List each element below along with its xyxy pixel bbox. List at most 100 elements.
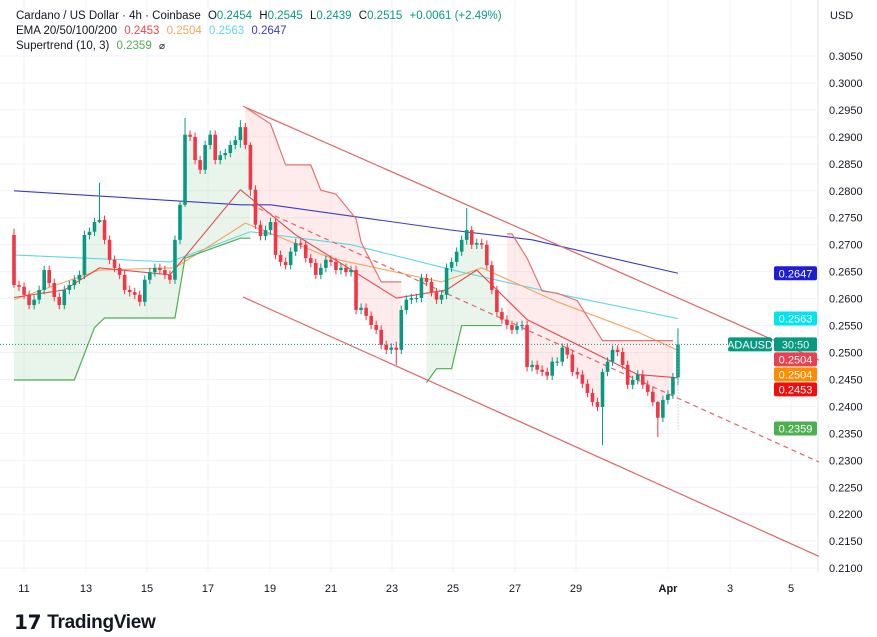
candle-down: [127, 289, 132, 293]
supertrend-up-line: [425, 324, 502, 384]
price-tick-label: 0.2250: [829, 482, 863, 494]
price-tick-label: 0.2800: [829, 186, 863, 198]
candle-up: [203, 144, 207, 170]
candle-up: [324, 259, 328, 268]
candle-down: [595, 402, 600, 407]
open-value: 0.2454: [216, 10, 253, 22]
ema-legend[interactable]: EMA 20/50/100/200 0.2453 0.2504 0.2563 0…: [16, 24, 502, 39]
price-tick-label: 0.2950: [829, 105, 863, 117]
price-tick-label: 0.2600: [829, 294, 863, 306]
time-tick-label: 3: [727, 583, 733, 595]
candle-up: [148, 272, 152, 280]
time-axis[interactable]: 11 13 15 17 19 21 23 25 27 29 Apr 3 5: [18, 583, 794, 595]
candle-up: [223, 153, 228, 156]
candle-down: [57, 296, 62, 306]
candle-down: [500, 312, 504, 320]
candle-down: [379, 329, 383, 345]
close-label: C: [358, 10, 368, 22]
candle-down: [479, 243, 484, 245]
candle-down: [490, 265, 494, 290]
symbol-title: Cardano / US Dollar · 4h · Coinbase: [16, 10, 201, 22]
candle-down: [575, 371, 580, 375]
candle-down: [615, 349, 620, 352]
chart-legend: Cardano / US Dollar · 4h · Coinbase O0.2…: [16, 9, 502, 54]
price-axis[interactable]: 0.3050 0.3000 0.2950 0.2900 0.2850 0.2800 0.27…: [829, 51, 863, 575]
channel-upper-line: [242, 105, 820, 361]
candle-up: [77, 274, 82, 280]
candle-up: [399, 309, 404, 350]
supertrend-down-line: [506, 233, 673, 342]
candle-up: [630, 379, 635, 385]
price-tick-label: 0.2550: [829, 321, 863, 333]
candle-down: [651, 391, 655, 403]
ema200-line: [13, 190, 679, 274]
candle-down: [193, 136, 197, 161]
candle-down: [137, 294, 142, 302]
candle-down: [122, 274, 127, 290]
candle-up: [173, 239, 177, 280]
symbol-legend[interactable]: Cardano / US Dollar · 4h · Coinbase O0.2…: [16, 9, 502, 24]
candle-up: [293, 243, 298, 252]
candle-up: [671, 377, 675, 395]
low-value: 0.2439: [316, 10, 352, 22]
time-tick-label: 29: [570, 583, 582, 595]
candle-down: [112, 259, 117, 268]
price-label-badge: [774, 266, 817, 281]
price-tick-label: 0.2350: [829, 428, 863, 440]
tradingview-logo-icon: 𝟭𝟳: [14, 612, 42, 634]
candle-down: [510, 325, 514, 330]
candle-down: [485, 244, 489, 266]
brand-name: TradingView: [47, 611, 156, 633]
supertrend-legend[interactable]: Supertrend (10, 3) 0.2359 ⌀: [16, 39, 502, 54]
price-labels: 0.2647 0.2563 30:50 ADAUSD 0.2504 0.2504 0.245…: [0, 266, 818, 436]
supertrend-value: 0.2359: [116, 40, 152, 52]
price-tick-label: 0.2450: [829, 374, 863, 386]
price-tick-label: 0.2900: [829, 132, 863, 144]
candle-up: [610, 349, 615, 362]
supertrend-up-line: [14, 237, 251, 381]
price-tick-label: 0.2750: [829, 213, 863, 225]
ema20-line: [13, 189, 679, 379]
time-tick-label: 15: [141, 583, 153, 595]
candle-down: [198, 160, 202, 170]
candle-up: [459, 239, 464, 252]
eye-off-icon[interactable]: ⌀: [158, 41, 165, 52]
candle-down: [298, 243, 303, 245]
candle-down: [374, 325, 378, 330]
candle-up: [233, 140, 238, 145]
price-label-text: 0.2504: [779, 354, 813, 366]
price-label-badge: [774, 352, 817, 367]
price-label-text: 0.2359: [779, 424, 813, 436]
supertrend-fill: [14, 107, 673, 410]
candle-down: [344, 267, 348, 273]
candle-up: [339, 267, 343, 271]
candle-down: [495, 289, 499, 313]
ema-label: EMA 20/50/100/200: [16, 25, 118, 37]
candle-down: [640, 374, 645, 385]
high-value: 0.2545: [267, 10, 303, 22]
candle-down: [620, 351, 625, 365]
candle-down: [540, 369, 544, 372]
candle-down: [580, 374, 585, 384]
candle-up: [666, 394, 670, 400]
price-label-text: 0.2504: [779, 369, 813, 381]
open-label: O: [207, 10, 217, 22]
candle-up: [530, 364, 534, 368]
candle-down: [656, 402, 660, 418]
currency-label[interactable]: USD: [830, 10, 854, 22]
candle-down: [434, 292, 439, 300]
candle-up: [464, 230, 469, 240]
price-label-text: 0.2647: [779, 268, 813, 280]
parallel-channel[interactable]: [242, 105, 820, 557]
time-tick-label: 23: [386, 583, 398, 595]
price-label-badge: [774, 421, 817, 436]
high-label: H: [259, 10, 268, 22]
candle-up: [208, 134, 212, 145]
candle-up: [92, 222, 97, 232]
symbol-badge: [728, 337, 772, 352]
time-tick-label: 5: [788, 583, 794, 595]
price-tick-label: 0.3050: [829, 51, 863, 63]
candle-up: [550, 361, 555, 376]
candle-down: [645, 384, 650, 392]
